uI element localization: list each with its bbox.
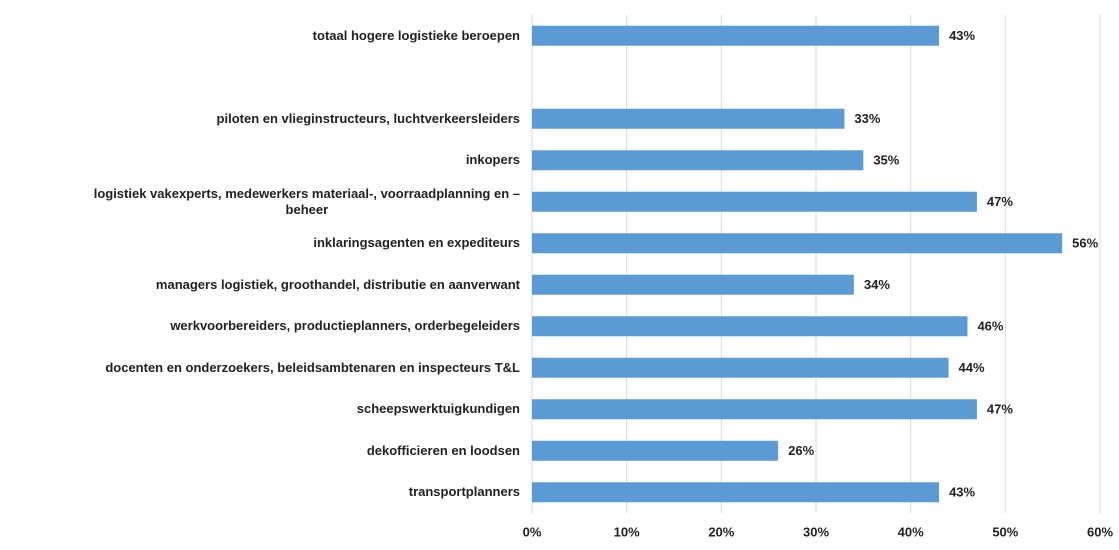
y-tick-text: managers logistiek, groothandel, distrib…	[155, 276, 520, 292]
y-tick-label: dekofficieren en loodsen	[0, 443, 520, 459]
bar	[532, 482, 940, 503]
y-tick-text: scheepswerktuigkundigen	[356, 401, 520, 417]
data-label: 46%	[977, 319, 1003, 334]
y-tick-label: transportplanners	[0, 484, 520, 500]
y-tick-text: docenten en onderzoekers, beleidsambtena…	[105, 359, 520, 375]
bar	[532, 357, 949, 378]
bar	[532, 316, 968, 337]
bar	[532, 233, 1063, 254]
y-tick-text: inkopers	[465, 152, 520, 168]
data-label: 43%	[949, 485, 975, 500]
y-tick-text: dekofficieren en loodsen	[366, 442, 520, 458]
x-tick-label: 0%	[523, 524, 542, 539]
bar	[532, 399, 977, 420]
bar	[532, 25, 940, 46]
x-tick-label: 10%	[614, 524, 640, 539]
y-tick-text: transportplanners	[408, 484, 520, 500]
y-tick-label: totaal hogere logistieke beroepen	[0, 28, 520, 44]
y-tick-label: inkopers	[0, 152, 520, 168]
bar	[532, 274, 854, 295]
data-label: 26%	[788, 443, 814, 458]
y-tick-text: logistiek vakexperts, medewerkers materi…	[93, 185, 520, 217]
x-tick-label: 60%	[1087, 524, 1113, 539]
bar	[532, 108, 845, 129]
data-label: 34%	[864, 277, 890, 292]
data-label: 56%	[1072, 236, 1098, 251]
y-tick-label: piloten en vlieginstructeurs, luchtverke…	[0, 111, 520, 127]
data-label: 33%	[854, 111, 880, 126]
y-tick-label: inklaringsagenten en expediteurs	[0, 235, 520, 251]
x-tick-label: 20%	[708, 524, 734, 539]
y-tick-text: werkvoorbereiders, productieplanners, or…	[170, 318, 520, 334]
y-tick-label: scheepswerktuigkundigen	[0, 401, 520, 417]
data-label: 35%	[873, 153, 899, 168]
data-label: 47%	[987, 194, 1013, 209]
y-tick-text: inklaringsagenten en expediteurs	[313, 235, 520, 251]
bar	[532, 150, 864, 171]
y-tick-label: werkvoorbereiders, productieplanners, or…	[0, 318, 520, 334]
y-tick-label: logistiek vakexperts, medewerkers materi…	[0, 186, 520, 218]
bar	[532, 191, 977, 212]
x-tick-label: 50%	[992, 524, 1018, 539]
data-label: 47%	[987, 402, 1013, 417]
bar	[532, 440, 779, 461]
data-label: 44%	[959, 360, 985, 375]
data-label: 43%	[949, 28, 975, 43]
x-tick-label: 30%	[803, 524, 829, 539]
y-tick-label: managers logistiek, groothandel, distrib…	[0, 277, 520, 293]
x-tick-label: 40%	[898, 524, 924, 539]
y-tick-label: docenten en onderzoekers, beleidsambtena…	[0, 360, 520, 376]
y-tick-text: totaal hogere logistieke beroepen	[312, 27, 520, 43]
y-tick-text: piloten en vlieginstructeurs, luchtverke…	[216, 110, 520, 126]
